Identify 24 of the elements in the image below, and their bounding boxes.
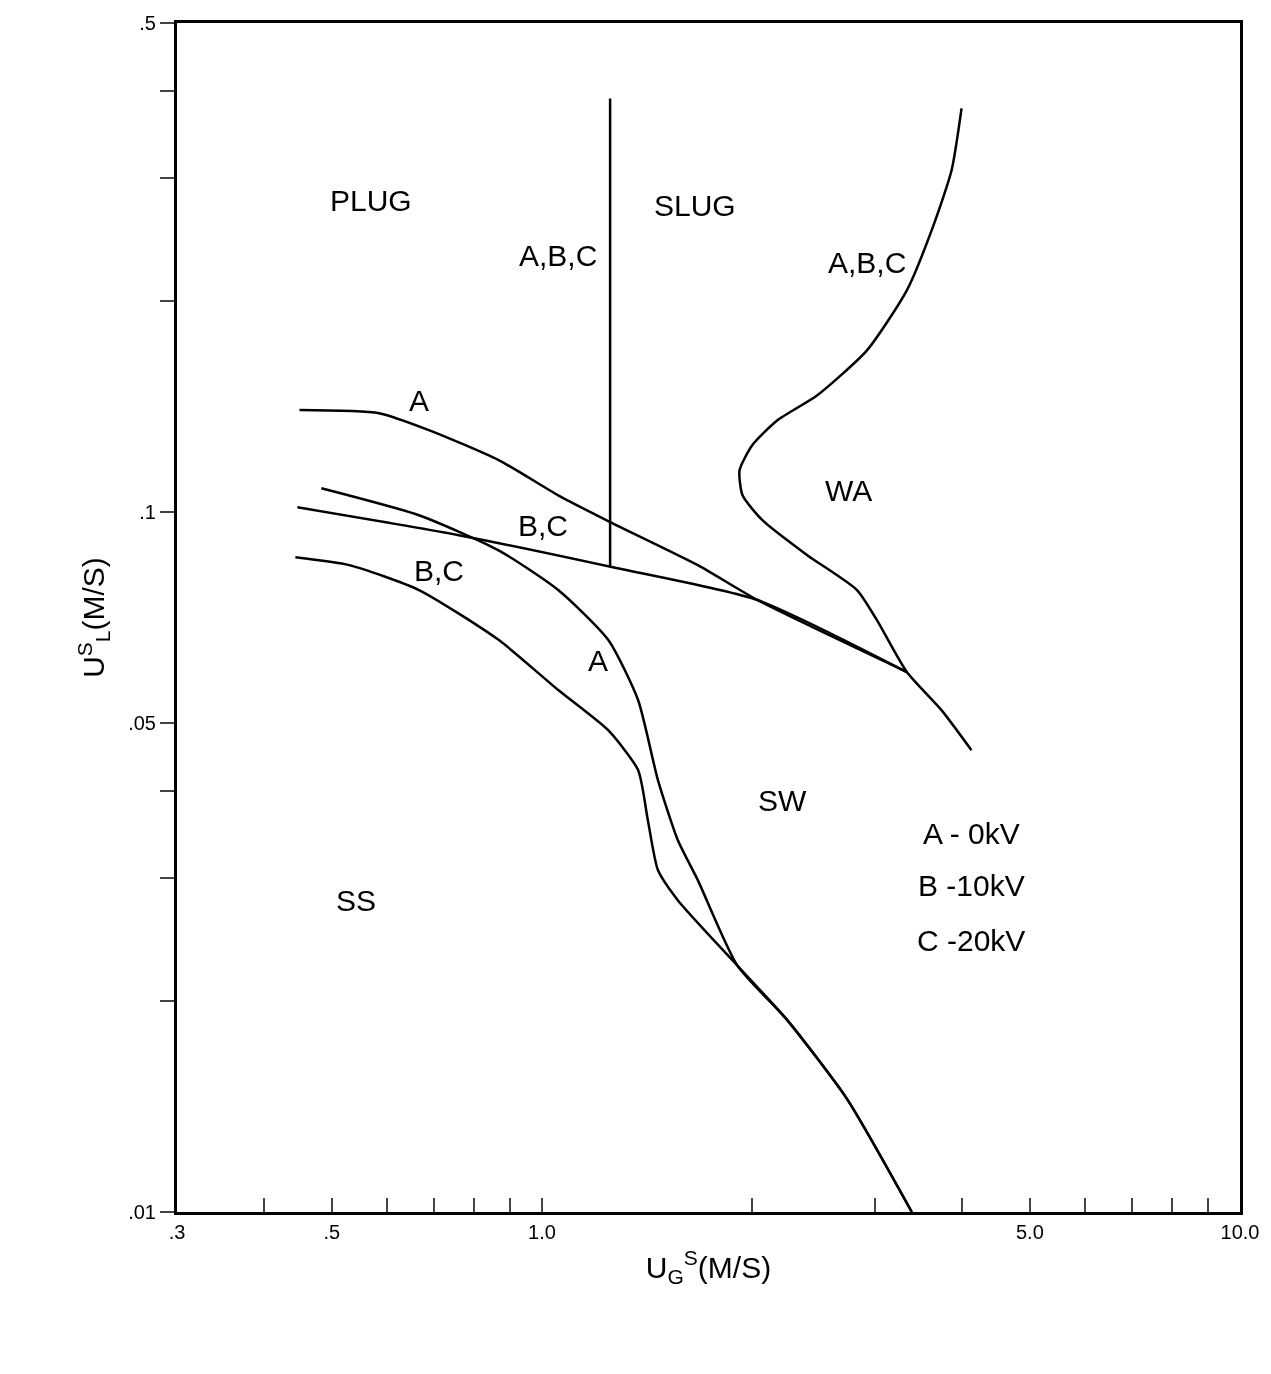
y-tick-label: .1 — [139, 501, 156, 524]
annotation: B,C — [518, 509, 569, 542]
x-tick-label: 5.0 — [1015, 1221, 1044, 1243]
annotation: B,C — [414, 554, 465, 587]
annotation: A - 0kV — [923, 817, 1020, 850]
annotation: B -10kV — [918, 869, 1025, 902]
annotation: SW — [758, 784, 808, 817]
annotation: SS — [336, 884, 377, 917]
x-tick-label: 10.0 — [1220, 1221, 1260, 1243]
annotation: A — [409, 384, 430, 417]
annotation: PLUG — [330, 184, 412, 217]
x-tick-label: 1.0 — [528, 1221, 556, 1243]
x-axis-title: U$_{G}$$^{S}$(M/S) — [645, 1245, 772, 1288]
annotation: A,B,C — [519, 239, 598, 272]
annotation: C -20kV — [917, 924, 1026, 957]
annotation: SLUG — [654, 189, 736, 222]
annotation: A — [588, 644, 609, 677]
annotation: A,B,C — [828, 246, 907, 279]
y-tick-label: .01 — [128, 1201, 156, 1223]
y-tick-label: .05 — [128, 711, 156, 734]
x-tick-label: .3 — [168, 1221, 186, 1243]
annotation: WA — [825, 474, 873, 507]
y-tick-label: .5 — [139, 12, 156, 34]
x-tick-label: .5 — [323, 1221, 341, 1243]
